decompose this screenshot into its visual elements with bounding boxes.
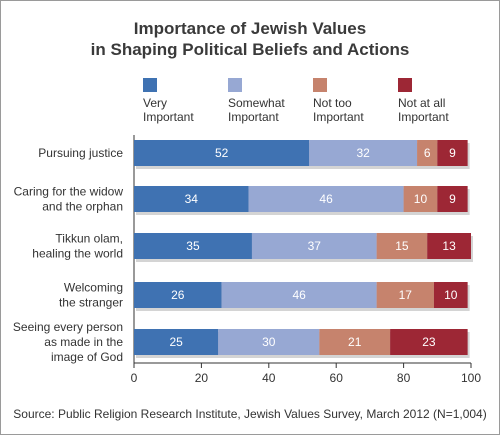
category-label: the stranger: [59, 296, 123, 310]
bar-value-label: 30: [262, 335, 276, 349]
legend-swatch-very-important: [143, 78, 157, 92]
chart-title: Importance of Jewish Values in Shaping P…: [0, 18, 500, 60]
bar-value-label: 15: [395, 239, 409, 253]
x-tick-label: 80: [397, 371, 411, 385]
bar-segment: [134, 140, 310, 166]
legend-label-very-important: Very Important: [143, 96, 194, 124]
bar-value-label: 9: [449, 146, 456, 160]
bar-segment: [221, 282, 377, 308]
bar-value-label: 17: [399, 288, 413, 302]
category-label: Tikkun olam,: [55, 232, 123, 246]
bar-value-label: 52: [215, 146, 229, 160]
bar-segment: [437, 186, 468, 212]
bar-segment: [390, 329, 468, 355]
bar-value-label: 13: [442, 239, 456, 253]
bar-segment: [319, 329, 391, 355]
bar-value-label: 46: [319, 192, 333, 206]
bar-segment: [403, 186, 438, 212]
category-label: as made in the: [44, 335, 123, 349]
bar-value-label: 35: [186, 239, 200, 253]
bar-value-label: 32: [356, 146, 370, 160]
category-label: Caring for the widow: [14, 185, 124, 199]
bar-value-label: 37: [308, 239, 322, 253]
legend-swatch-somewhat-important: [228, 78, 242, 92]
bar-value-label: 9: [449, 192, 456, 206]
chart-title-line-2: in Shaping Political Beliefs and Actions: [90, 40, 410, 59]
legend-swatch-not-at-all-important: [398, 78, 412, 92]
category-label: and the orphan: [42, 200, 123, 214]
x-tick-label: 20: [195, 371, 209, 385]
bar-segment: [134, 186, 249, 212]
bar-segment: [437, 140, 468, 166]
bar-segment: [427, 233, 471, 259]
bar-segment: [218, 329, 320, 355]
bar-segment: [251, 233, 377, 259]
legend-label-not-too-important: Not too Important: [313, 96, 364, 124]
bar-segment: [417, 140, 438, 166]
legend-swatch-not-too-important: [313, 78, 327, 92]
bar-segment: [134, 233, 252, 259]
bar-value-label: 46: [292, 288, 306, 302]
bar-segment: [309, 140, 418, 166]
bar-segment: [433, 282, 468, 308]
bar-value-label: 6: [424, 146, 431, 160]
category-label: Pursuing justice: [38, 146, 123, 160]
x-tick-label: 0: [131, 371, 138, 385]
category-label: healing the world: [32, 247, 123, 261]
bar-value-label: 25: [169, 335, 183, 349]
bar-value-label: 34: [185, 192, 199, 206]
bar-value-label: 21: [348, 335, 362, 349]
bar-segment: [376, 282, 434, 308]
bar-value-label: 26: [171, 288, 185, 302]
bar-segment: [248, 186, 404, 212]
x-tick-label: 100: [461, 371, 481, 385]
bar-segment: [376, 233, 428, 259]
bar-segment: [134, 282, 222, 308]
bar-value-label: 10: [444, 288, 458, 302]
bar-segment: [134, 329, 219, 355]
x-tick-label: 60: [330, 371, 344, 385]
category-label: Seeing every person: [13, 320, 123, 334]
source-note: Source: Public Religion Research Institu…: [13, 407, 487, 421]
bar-value-label: 10: [414, 192, 428, 206]
x-tick-label: 40: [262, 371, 276, 385]
legend-label-not-at-all-important: Not at all Important: [398, 96, 449, 124]
bar-value-label: 23: [422, 335, 436, 349]
category-label: Welcoming: [64, 281, 123, 295]
category-label: image of God: [51, 350, 123, 364]
chart-title-line-1: Importance of Jewish Values: [133, 19, 367, 38]
legend-label-somewhat-important: Somewhat Important: [228, 96, 285, 124]
